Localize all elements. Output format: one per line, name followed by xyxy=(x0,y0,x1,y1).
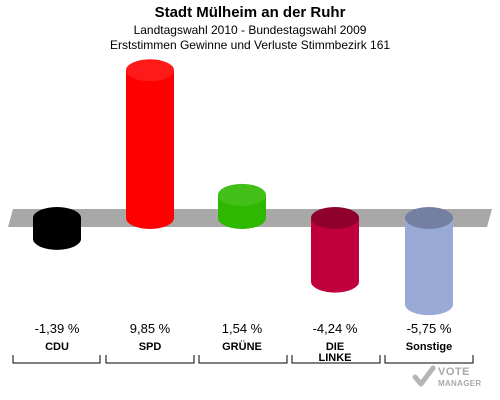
bar-cap-cdu xyxy=(33,207,81,229)
category-bracket xyxy=(12,355,101,364)
chart-title: Stadt Mülheim an der Ruhr xyxy=(154,4,346,21)
bar-cap-grüne xyxy=(218,183,266,206)
category-label: Sonstige xyxy=(406,341,452,353)
checkmark-icon xyxy=(412,365,436,387)
bar-die-linke xyxy=(311,218,359,293)
category-bracket xyxy=(198,355,288,364)
bar-cap-sonstige xyxy=(405,207,453,229)
category-bracket xyxy=(384,355,474,364)
bar-cap-die-linke xyxy=(311,207,359,229)
chart-subtitle: Landtagswahl 2010 - Bundestagswahl 2009 xyxy=(133,23,367,37)
category-label: GRÜNE xyxy=(222,340,262,353)
category-label: SPD xyxy=(139,341,162,353)
bar-cap-spd xyxy=(126,59,174,82)
value-label: 1,54 % xyxy=(222,321,263,336)
category-label: DIE LINKE xyxy=(319,341,352,364)
bar-spd xyxy=(126,70,174,229)
logo-line-2: MANAGER xyxy=(438,379,482,388)
value-label: 9,85 % xyxy=(130,321,171,336)
chart-subtitle-2: Erststimmen Gewinne und Verluste Stimmbe… xyxy=(109,38,391,52)
value-label: -4,24 % xyxy=(313,321,358,336)
bar-sonstige xyxy=(405,218,453,316)
category-bracket xyxy=(291,355,381,364)
category-label: CDU xyxy=(45,341,69,353)
vote-manager-logo: VOTE MANAGER xyxy=(412,364,492,394)
category-bracket xyxy=(105,355,195,364)
logo-line-1: VOTE xyxy=(438,366,470,378)
value-label: -1,39 % xyxy=(35,321,80,336)
value-label: -5,75 % xyxy=(407,321,452,336)
